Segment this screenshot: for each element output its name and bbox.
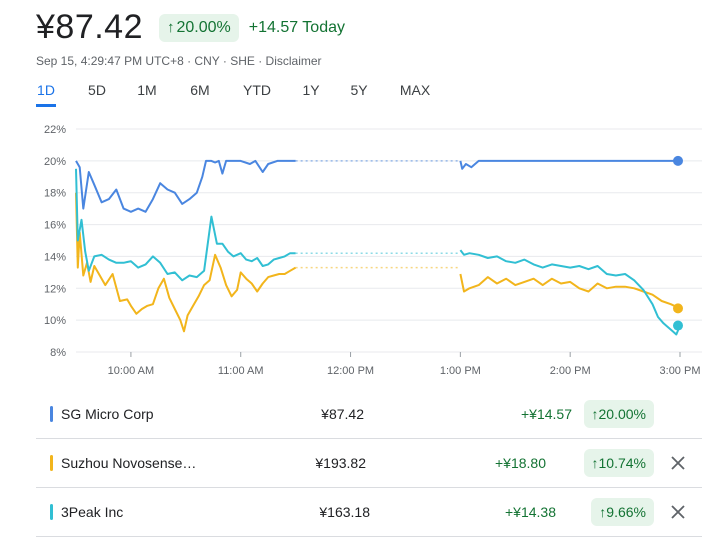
- stock-change-percent-value: 20.00%: [598, 406, 646, 422]
- tab-1m[interactable]: 1M: [137, 82, 157, 98]
- stock-price: ¥87.42: [321, 406, 364, 422]
- series-color-swatch: [50, 504, 53, 520]
- series-line-afternoon: [459, 159, 680, 170]
- x-tick-label: 3:00 PM: [660, 365, 701, 377]
- y-tick-label: 14%: [44, 251, 66, 263]
- comparison-row-3peak[interactable]: 3Peak Inc ¥163.18 +¥14.38 ↑9.66%: [36, 488, 702, 537]
- price-chart[interactable]: 22% 20% 18% 16% 14% 12% 10% 8% 10:00 AM 11:00 AM…: [0, 112, 719, 384]
- series-color-swatch: [50, 455, 53, 471]
- x-tick-label: 1:00 PM: [440, 365, 481, 377]
- stock-name: Suzhou Novosense…: [61, 455, 197, 471]
- stock-change-percent: ↑9.66%: [591, 498, 654, 526]
- range-tabs: 1D 5D 1M 6M YTD 1Y 5Y MAX: [36, 78, 432, 107]
- quote-info: Sep 15, 4:29:47 PM UTC+8 · CNY · SHE · D…: [36, 54, 322, 68]
- y-tick-label: 16%: [44, 220, 66, 232]
- stock-change-percent: ↑10.74%: [583, 449, 654, 477]
- tab-5d[interactable]: 5D: [88, 82, 106, 98]
- arrow-up-icon: ↑: [167, 19, 175, 36]
- series-end-point: [673, 320, 683, 331]
- comparison-table: SG Micro Corp ¥87.42 +¥14.57 ↑20.00% Suz…: [36, 390, 702, 537]
- remove-comparison-button[interactable]: [668, 502, 688, 522]
- y-tick-label: 12%: [44, 283, 66, 295]
- tab-1d[interactable]: 1D: [36, 78, 56, 107]
- stock-change: +¥14.57: [521, 406, 572, 422]
- current-price: ¥87.42: [36, 8, 143, 46]
- y-tick-label: 22%: [44, 124, 66, 136]
- stock-change-percent-value: 9.66%: [606, 504, 646, 520]
- series-end-point: [673, 155, 683, 166]
- stock-change-percent-value: 10.74%: [598, 455, 646, 471]
- x-tick-label: 11:00 AM: [218, 365, 264, 377]
- tab-max[interactable]: MAX: [399, 82, 431, 98]
- x-tick-label: 10:00 AM: [108, 365, 154, 377]
- change-percent-badge: ↑ 20.00%: [159, 13, 239, 42]
- series-line-morning: [75, 159, 296, 213]
- arrow-up-icon: ↑: [591, 406, 599, 422]
- grid-lines: [76, 128, 702, 353]
- change-today: +14.57 Today: [248, 18, 345, 36]
- remove-comparison-button[interactable]: [668, 453, 688, 473]
- y-tick-label: 18%: [44, 188, 66, 200]
- y-axis-ticks: 22% 20% 18% 16% 14% 12% 10% 8%: [44, 124, 66, 359]
- stock-change: +¥18.80: [495, 455, 546, 471]
- series-line-morning: [75, 168, 296, 282]
- comparison-row-sg-micro[interactable]: SG Micro Corp ¥87.42 +¥14.57 ↑20.00%: [36, 390, 702, 439]
- series-line-morning: [75, 192, 297, 333]
- series-end-point: [673, 303, 683, 314]
- y-tick-label: 8%: [50, 347, 66, 359]
- comparison-row-novosense[interactable]: Suzhou Novosense… ¥193.82 +¥18.80 ↑10.74…: [36, 439, 702, 488]
- series-line-afternoon: [459, 249, 681, 336]
- close-icon: [671, 505, 685, 519]
- tab-6m[interactable]: 6M: [190, 82, 210, 98]
- stock-name: 3Peak Inc: [61, 504, 124, 520]
- stock-price: ¥193.82: [315, 455, 366, 471]
- x-tick-label: 12:00 PM: [327, 365, 374, 377]
- stock-change: +¥14.38: [505, 504, 556, 520]
- x-axis-ticks: 10:00 AM 11:00 AM 12:00 PM 1:00 PM 2:00 PM 3:…: [108, 352, 701, 377]
- series-color-swatch: [50, 406, 53, 422]
- stock-name: SG Micro Corp: [61, 406, 154, 422]
- quote-header: ¥87.42 ↑ 20.00% +14.57 Today: [36, 8, 345, 47]
- change-percent: 20.00%: [176, 18, 231, 36]
- series-lines: [75, 155, 683, 336]
- tab-ytd[interactable]: YTD: [243, 82, 271, 98]
- tab-5y[interactable]: 5Y: [350, 82, 368, 98]
- x-tick-label: 2:00 PM: [550, 365, 591, 377]
- arrow-up-icon: ↑: [591, 455, 599, 471]
- tab-1y[interactable]: 1Y: [302, 82, 320, 98]
- stock-change-percent: ↑20.00%: [583, 400, 654, 428]
- y-tick-label: 20%: [44, 156, 66, 168]
- stock-price: ¥163.18: [319, 504, 370, 520]
- close-icon: [671, 456, 685, 470]
- arrow-up-icon: ↑: [599, 504, 607, 520]
- series-line-afternoon: [459, 273, 681, 310]
- y-tick-label: 10%: [44, 315, 66, 327]
